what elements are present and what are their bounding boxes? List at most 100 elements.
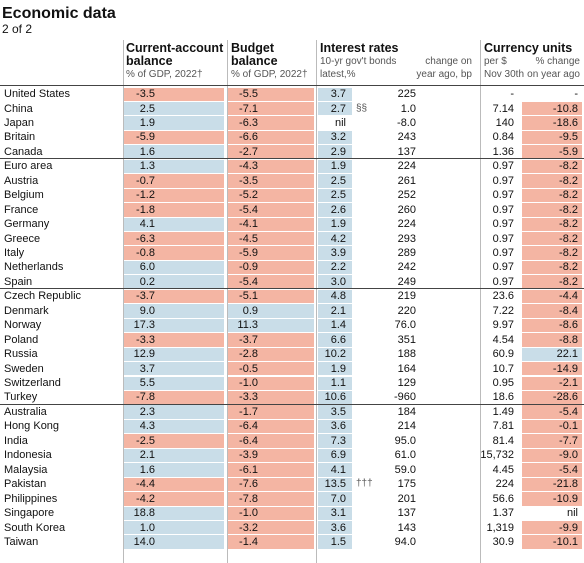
cell: 2.5 xyxy=(139,102,155,115)
cell-shade xyxy=(522,521,582,535)
cell: 12.9 xyxy=(133,348,155,361)
cell: 1.9 xyxy=(330,218,346,230)
cell: -5.4 xyxy=(559,405,578,418)
group-rule xyxy=(0,404,584,405)
cell: 3.5 xyxy=(330,405,346,418)
cell: 137 xyxy=(397,145,416,158)
cell: -10.1 xyxy=(552,535,578,548)
cell: -7.7 xyxy=(559,434,578,447)
cell: -8.2 xyxy=(559,261,578,274)
cell: 289 xyxy=(397,246,416,259)
cell-shade xyxy=(522,318,582,333)
cell-shade xyxy=(124,145,224,159)
footnote-mark: §§ xyxy=(356,102,368,114)
cell: 224 xyxy=(397,218,416,230)
cell-shade xyxy=(318,448,352,463)
cell-shade xyxy=(124,102,224,116)
cell: 164 xyxy=(397,362,416,375)
cell: 9.97 xyxy=(492,319,514,332)
cell-shade xyxy=(522,362,582,376)
col-unit: on year ago xyxy=(527,69,580,80)
cell: 3.0 xyxy=(330,275,346,288)
cell: -0.1 xyxy=(559,420,578,433)
cell: 7.3 xyxy=(330,434,346,447)
cell: -0.5 xyxy=(239,362,258,375)
cell: 2.5 xyxy=(330,174,346,187)
cell: -5.4 xyxy=(239,203,258,216)
cell: 201 xyxy=(397,492,416,505)
cell: 56.6 xyxy=(492,492,514,505)
header-rule xyxy=(0,85,584,86)
cell-shade xyxy=(318,145,352,159)
cell: 17.3 xyxy=(133,319,155,332)
cell: 129 xyxy=(397,377,416,389)
col-title: Currency units xyxy=(484,41,573,55)
cell: 224 xyxy=(495,478,514,491)
group-rule xyxy=(0,158,584,159)
cell: -10.9 xyxy=(552,492,578,505)
cell: -8.2 xyxy=(559,246,578,259)
cell-shade xyxy=(124,87,224,101)
cell-shade xyxy=(124,535,224,549)
cell: -8.6 xyxy=(559,319,578,332)
cell-shade xyxy=(124,419,224,434)
cell: 2.2 xyxy=(330,261,346,274)
cell-shade xyxy=(124,130,224,145)
cell-shade xyxy=(318,260,352,275)
cell-shade xyxy=(228,535,314,549)
cell: -1.4 xyxy=(239,535,258,548)
cell: 6.6 xyxy=(330,333,346,346)
cell: 23.6 xyxy=(492,290,514,303)
cell: -3.3 xyxy=(136,333,155,346)
cell: nil xyxy=(334,116,346,129)
cell-shade xyxy=(124,188,224,203)
cell: 6.9 xyxy=(330,449,346,462)
cell: nil xyxy=(566,507,578,519)
cell: -3.9 xyxy=(239,449,258,462)
footnote-mark: ††† xyxy=(356,478,373,490)
cell: -5.9 xyxy=(239,246,258,259)
country: Italy xyxy=(4,246,25,259)
cell-shade xyxy=(228,347,314,362)
cell: 3.7 xyxy=(139,362,155,375)
cell: -3.3 xyxy=(239,391,258,404)
cell: -1.0 xyxy=(239,377,258,389)
cell: -8.2 xyxy=(559,160,578,173)
cell: 140 xyxy=(495,116,514,129)
cell: 61.0 xyxy=(394,449,416,462)
cell-shade xyxy=(318,463,352,477)
col-title: balance xyxy=(126,54,173,68)
cell-shade xyxy=(228,390,314,405)
cell: 7.14 xyxy=(492,102,514,115)
cell-shade xyxy=(318,405,352,419)
cell: -3.5 xyxy=(136,88,155,100)
cell-shade xyxy=(318,333,352,347)
cell: -3.5 xyxy=(239,174,258,187)
cell-shade xyxy=(522,463,582,477)
cell-shade xyxy=(318,275,352,289)
country: Greece xyxy=(4,232,41,245)
country: Belgium xyxy=(4,189,44,202)
cell-shade xyxy=(228,275,314,289)
cell-shade xyxy=(522,448,582,463)
cell-shade xyxy=(124,477,224,492)
cell-shade xyxy=(522,174,582,188)
cell-shade xyxy=(318,434,352,448)
cell: 30.9 xyxy=(492,535,514,548)
cell: -4.2 xyxy=(136,492,155,505)
cell-shade xyxy=(228,159,314,174)
cell: 175 xyxy=(397,478,416,491)
cell: 2.7 xyxy=(330,102,346,115)
cell: 1.9 xyxy=(330,160,346,173)
cell-shade xyxy=(522,434,582,448)
cell: 4.54 xyxy=(492,333,514,346)
cell: 0.84 xyxy=(492,131,514,144)
col-title: Budget xyxy=(231,41,275,55)
cell-shade xyxy=(318,521,352,535)
cell: 252 xyxy=(397,189,416,202)
cell-shade xyxy=(522,217,582,231)
cell: 225 xyxy=(397,88,416,100)
cell: -4.1 xyxy=(239,218,258,230)
country: China xyxy=(4,102,33,115)
cell: -4.4 xyxy=(559,290,578,303)
